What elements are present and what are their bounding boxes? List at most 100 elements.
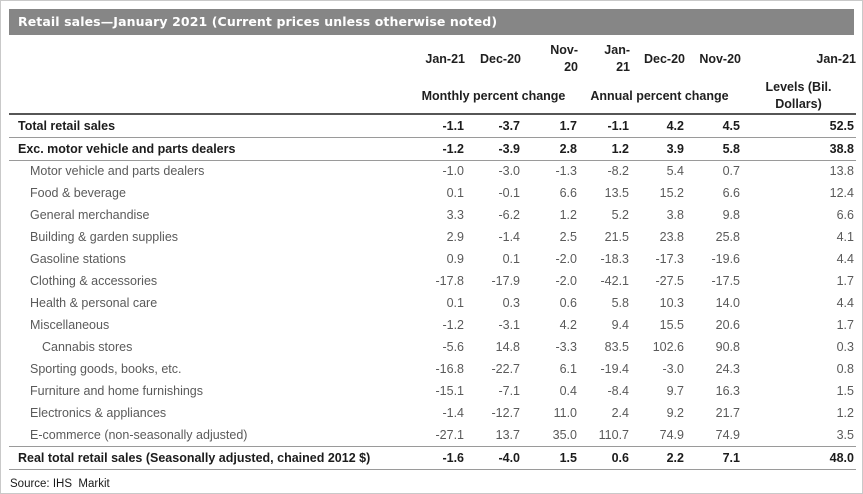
cell-value: -2.0 (555, 252, 577, 266)
cell-value: 38.8 (741, 136, 856, 161)
cell-value: 13.8 (829, 164, 854, 179)
cell-value: 1.7 (521, 113, 578, 138)
table-title: Retail sales—January 2021 (Current price… (18, 14, 498, 29)
row-label: Miscellaneous (30, 318, 110, 332)
group-header-row: Monthly percent change Annual percent ch… (9, 77, 856, 114)
cell-value: 2.9 (446, 230, 464, 244)
table-row: Health & personal care 0.1 0.3 0.6 5.8 10.3 14… (9, 292, 856, 314)
cell-value: 0.1 (502, 252, 520, 266)
row-label: Building & garden supplies (30, 230, 179, 244)
cell-value: 20.6 (715, 318, 740, 332)
cell-value: -12.7 (491, 406, 521, 420)
cell-value: 0.3 (836, 340, 854, 354)
table-row: Real total retail sales (Seasonally adju… (9, 445, 856, 470)
cell-value: -19.4 (600, 362, 630, 376)
table-title-bar: Retail sales—January 2021 (Current price… (9, 9, 854, 35)
cell-value: 2.4 (611, 406, 629, 420)
cell-value: -27.1 (435, 427, 465, 442)
col-header-nov20-monthly: Nov- 20 (550, 43, 578, 74)
col-header-dec20-monthly: Dec-20 (480, 51, 521, 66)
row-label: Food & beverage (30, 186, 126, 200)
cell-value: 0.8 (836, 362, 854, 376)
cell-value: 35.0 (552, 427, 577, 442)
table-row: Cannabis stores -5.6 14.8 -3.3 83.5 102.6 90.8… (9, 336, 856, 358)
cell-value: 0.6 (559, 296, 577, 310)
cell-value: 6.6 (836, 208, 854, 222)
cell-value: -27.5 (655, 274, 685, 288)
table-header: Jan-21 Dec-20 Nov- 20 Jan- 21 Dec-20 Nov… (9, 35, 856, 114)
cell-value: -1.6 (409, 445, 465, 470)
cell-value: 0.9 (446, 252, 464, 266)
cell-value: 0.1 (446, 186, 464, 200)
group-header-levels: Levels (Bil. Dollars) (765, 80, 832, 111)
cell-value: 21.7 (715, 406, 740, 420)
cell-value: 1.2 (836, 406, 854, 420)
cell-value: -15.1 (435, 384, 465, 398)
label-column-spacer (9, 77, 409, 114)
cell-value: -1.1 (578, 113, 630, 138)
cell-value: -16.8 (435, 362, 465, 376)
cell-value: 52.5 (741, 113, 856, 138)
cell-value: -1.4 (442, 406, 464, 420)
cell-value: -42.1 (600, 274, 630, 288)
cell-value: 4.4 (836, 252, 854, 266)
table-row: Clothing & accessories -17.8 -17.9 -2.0 -42.… (9, 270, 856, 292)
cell-value: 5.8 (685, 136, 741, 161)
cell-value: 12.4 (829, 186, 854, 200)
row-label: Real total retail sales (Seasonally adju… (9, 445, 409, 470)
cell-value: -1.2 (409, 136, 465, 161)
row-label: Health & personal care (30, 296, 158, 310)
source-note: Source: IHS Markit (10, 477, 110, 490)
cell-value: -17.3 (655, 252, 685, 266)
cell-value: -19.6 (711, 252, 741, 266)
cell-value: 9.2 (666, 406, 684, 420)
cell-value: -3.3 (555, 340, 577, 354)
cell-value: 3.8 (666, 208, 684, 222)
cell-value: 0.7 (722, 164, 740, 179)
cell-value: 15.5 (659, 318, 684, 332)
cell-value: 102.6 (652, 340, 684, 354)
cell-value: 16.3 (715, 384, 740, 398)
table-row: Miscellaneous -1.2 -3.1 4.2 9.4 15.5 20.6 1.7 (9, 314, 856, 336)
cell-value: -7.1 (498, 384, 520, 398)
cell-value: -1.3 (555, 164, 577, 179)
table-row: Gasoline stations 0.9 0.1 -2.0 -18.3 -17.3 -19… (9, 248, 856, 270)
table-body: Total retail sales -1.1 -3.7 1.7 -1.1 4.2 4.5 5… (9, 113, 856, 470)
cell-value: 24.3 (715, 362, 740, 376)
cell-value: -3.1 (498, 318, 520, 332)
col-header-nov20-annual: Nov-20 (699, 51, 741, 66)
cell-value: 5.4 (666, 164, 684, 179)
cell-value: -22.7 (491, 362, 521, 376)
cell-value: 74.9 (715, 427, 740, 442)
cell-value: 4.1 (836, 230, 854, 244)
cell-value: 10.3 (659, 296, 684, 310)
cell-value: 2.5 (559, 230, 577, 244)
cell-value: 13.5 (604, 186, 629, 200)
cell-value: -2.0 (555, 274, 577, 288)
col-header-jan21-annual: Jan- 21 (604, 43, 630, 74)
cell-value: 2.2 (630, 445, 685, 470)
row-label: Electronics & appliances (30, 406, 167, 420)
cell-value: 1.7 (836, 274, 854, 288)
group-header-annual: Annual percent change (590, 88, 729, 103)
cell-value: -0.1 (498, 186, 520, 200)
cell-value: 21.5 (604, 230, 629, 244)
cell-value: -17.8 (435, 274, 465, 288)
cell-value: 23.8 (659, 230, 684, 244)
table-row: Electronics & appliances -1.4 -12.7 11.0 2.4… (9, 402, 856, 424)
cell-value: -3.0 (498, 164, 520, 179)
table-row: Furniture and home furnishings -15.1 -7.1 0… (9, 380, 856, 402)
cell-value: 1.2 (578, 136, 630, 161)
row-label: Sporting goods, books, etc. (30, 362, 182, 376)
cell-value: 11.0 (553, 406, 577, 420)
table-row: E-commerce (non-seasonally adjusted) -27.… (9, 424, 856, 446)
cell-value: 4.4 (836, 296, 854, 310)
cell-value: -5.6 (442, 340, 464, 354)
cell-value: 3.5 (836, 427, 854, 442)
cell-value: -18.3 (600, 252, 630, 266)
cell-value: 110.7 (598, 427, 629, 442)
cell-value: 5.2 (611, 208, 629, 222)
cell-value: -3.7 (465, 113, 521, 138)
row-label: Gasoline stations (30, 252, 126, 266)
row-label: E-commerce (non-seasonally adjusted) (30, 427, 248, 442)
